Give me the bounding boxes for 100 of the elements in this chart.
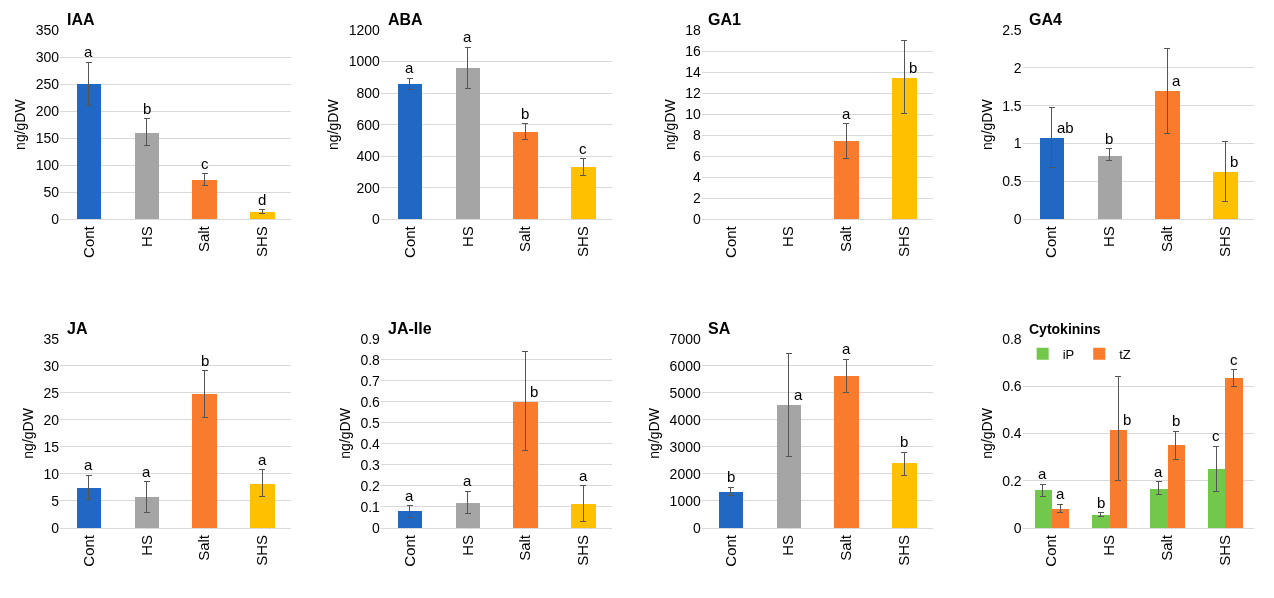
bar xyxy=(1109,429,1127,528)
x-tick-label: Salt xyxy=(195,534,213,561)
x-tick-label: Salt xyxy=(516,534,534,561)
data-label: b xyxy=(909,59,918,76)
data-label: a xyxy=(1172,72,1181,89)
x-tick-label: Cont xyxy=(400,225,418,258)
y-tick-label: 150 xyxy=(35,130,60,147)
x-tick-label: HS xyxy=(779,535,797,556)
data-label: a xyxy=(142,463,151,480)
bar xyxy=(135,133,159,219)
data-label: a xyxy=(405,59,414,76)
chart-title: GA1 xyxy=(708,11,741,28)
y-tick-label: 20 xyxy=(43,411,60,428)
x-tick-label: Salt xyxy=(1158,225,1176,253)
x-tick-label: SHS xyxy=(574,226,592,258)
bar xyxy=(135,496,159,528)
bar xyxy=(1034,489,1052,528)
y-tick-label: 0.2 xyxy=(1002,472,1022,489)
bar xyxy=(250,212,275,219)
x-tick-label: HS xyxy=(137,535,155,556)
bar xyxy=(1039,138,1064,219)
y-tick-label: 350 xyxy=(35,21,60,38)
y-tick-label: 4000 xyxy=(669,411,701,428)
y-tick-label: 12 xyxy=(685,84,701,101)
y-tick-label: 400 xyxy=(356,148,381,165)
data-label: ab xyxy=(1057,119,1074,136)
x-tick-label: Cont xyxy=(1042,534,1060,567)
y-tick-label: 3000 xyxy=(669,438,701,455)
y-tick-label: 2000 xyxy=(669,465,701,482)
bar xyxy=(397,84,422,219)
y-tick-label: 6 xyxy=(692,148,701,165)
y-tick-label: 2 xyxy=(692,190,701,207)
y-tick-label: 16 xyxy=(685,42,701,59)
y-tick-label: 0 xyxy=(692,211,701,228)
bar xyxy=(397,510,422,528)
bar xyxy=(512,132,538,219)
bar xyxy=(77,84,101,219)
x-tick-label: HS xyxy=(137,226,155,248)
bar xyxy=(833,375,859,528)
y-tick-label: 0.2 xyxy=(360,477,381,494)
y-axis-title: ng/gDW xyxy=(337,407,354,459)
bar xyxy=(718,491,743,528)
legend-label: iP xyxy=(1062,346,1075,362)
y-axis-title: ng/gDW xyxy=(661,98,678,150)
x-tick-label: Cont xyxy=(721,225,739,258)
data-label: b xyxy=(1123,411,1132,428)
y-tick-label: 1.5 xyxy=(1002,97,1022,114)
x-tick-label: Cont xyxy=(1042,225,1060,258)
y-tick-label: 0.7 xyxy=(360,372,381,389)
x-tick-label: Salt xyxy=(195,225,213,253)
y-tick-label: 0 xyxy=(692,519,701,536)
y-tick-label: 2.5 xyxy=(1002,21,1022,38)
y-tick-label: 8 xyxy=(692,127,701,144)
y-tick-label: 14 xyxy=(685,63,701,80)
y-tick-label: 50 xyxy=(43,184,60,201)
y-tick-label: 1200 xyxy=(348,21,381,38)
y-tick-label: 5 xyxy=(51,492,60,509)
y-tick-label: 0 xyxy=(372,211,381,228)
y-tick-label: 600 xyxy=(356,116,381,133)
y-axis-title: ng/gDW xyxy=(978,98,995,150)
y-tick-label: 10 xyxy=(685,106,701,123)
y-tick-label: 15 xyxy=(43,438,60,455)
y-tick-label: 100 xyxy=(35,157,60,174)
bar xyxy=(1097,156,1122,219)
y-tick-label: 0 xyxy=(1013,211,1022,228)
x-tick-label: Cont xyxy=(400,534,418,567)
x-tick-label: SHS xyxy=(1215,535,1233,566)
x-tick-label: Cont xyxy=(79,225,97,258)
bar xyxy=(192,393,217,528)
y-tick-label: 0.6 xyxy=(360,393,381,410)
data-label: b xyxy=(900,433,909,450)
chart-title: Cytokinins xyxy=(1029,321,1101,337)
data-label: a xyxy=(842,105,851,122)
y-tick-label: 0.3 xyxy=(360,456,381,473)
y-tick-label: 0.4 xyxy=(1002,425,1022,442)
y-axis-title: ng/gDW xyxy=(12,98,29,150)
y-tick-label: 7000 xyxy=(669,330,701,347)
y-tick-label: 10 xyxy=(43,465,60,482)
x-tick-label: SHS xyxy=(253,226,271,258)
data-label: a xyxy=(794,386,803,403)
y-tick-label: 200 xyxy=(356,179,381,196)
bar xyxy=(192,180,217,219)
x-tick-label: HS xyxy=(779,226,797,248)
y-axis-title: ng/gDW xyxy=(325,98,342,150)
x-tick-label: SHS xyxy=(574,535,592,566)
data-label: b xyxy=(1230,153,1239,170)
chart-title: SA xyxy=(708,320,731,337)
x-tick-label: HS xyxy=(458,535,476,556)
bar xyxy=(776,404,801,528)
x-tick-label: Cont xyxy=(79,534,97,567)
y-tick-label: 0.1 xyxy=(360,498,381,515)
bar xyxy=(1051,508,1069,528)
data-label: a xyxy=(579,467,588,484)
chart-title: ABA xyxy=(388,11,424,28)
data-label: a xyxy=(842,340,851,357)
x-tick-label: Salt xyxy=(1158,534,1176,561)
y-tick-label: 0.9 xyxy=(360,330,381,347)
bar xyxy=(891,462,917,528)
data-label: b xyxy=(143,100,152,117)
data-label: b xyxy=(1105,130,1114,147)
